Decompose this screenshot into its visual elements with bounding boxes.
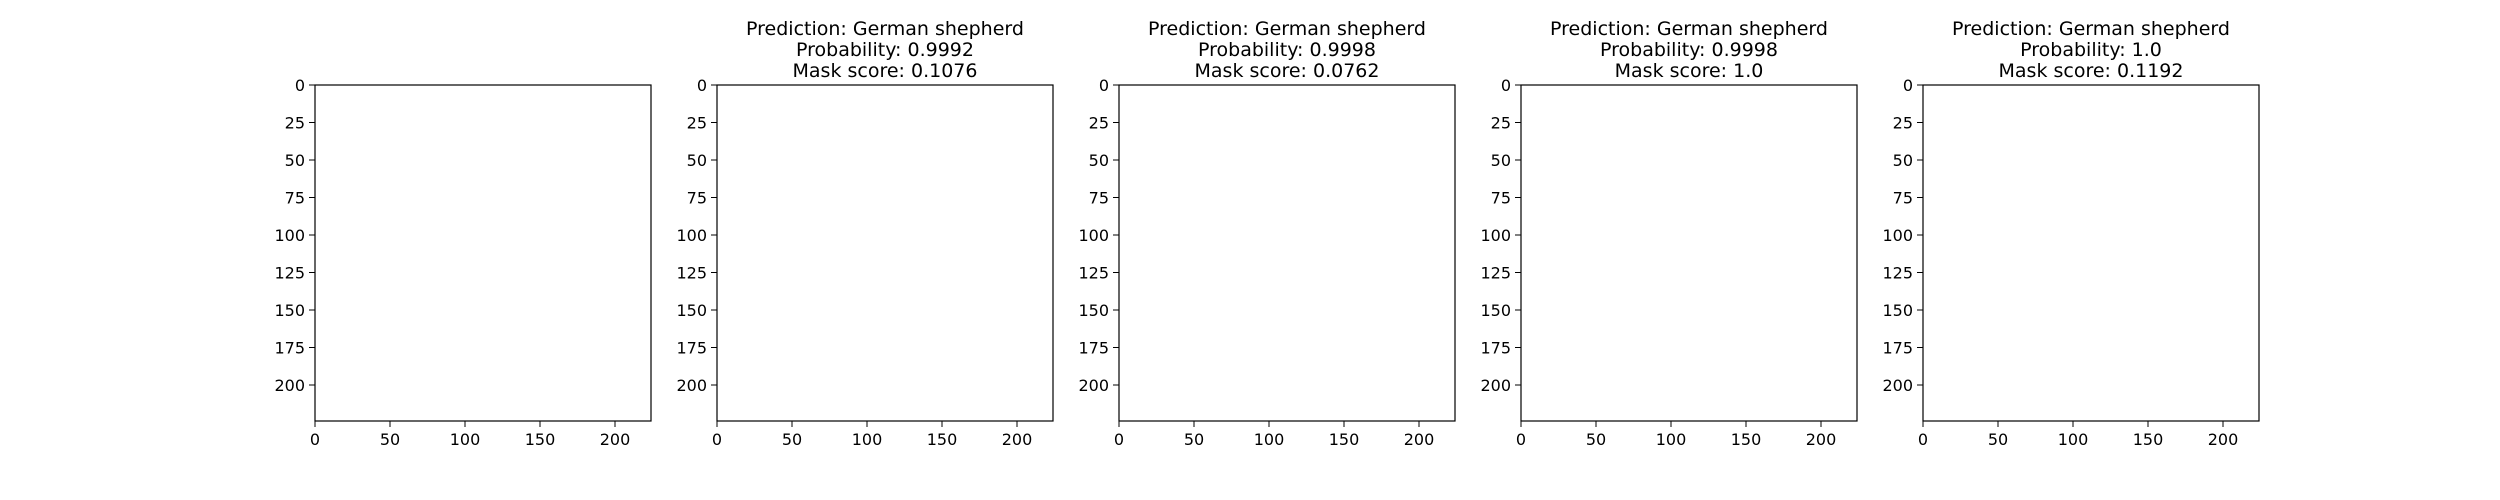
y-tick-label: 175 [1882, 339, 1913, 358]
axes-frame [314, 84, 652, 422]
y-tick-label: 150 [1078, 301, 1109, 320]
y-tick-label: 200 [1480, 376, 1511, 395]
x-tick-label: 100 [1254, 430, 1285, 449]
y-tick-label: 175 [274, 339, 305, 358]
x-tick-label: 150 [2133, 430, 2164, 449]
y-tick-label: 175 [1078, 339, 1109, 358]
x-tick-label: 100 [852, 430, 883, 449]
panel-mask-2: Prediction: German shepherdProbability: … [1078, 18, 1456, 449]
axes-frame [1922, 84, 2260, 422]
x-tick-label: 0 [712, 430, 722, 449]
title-line: Prediction: German shepherd [1952, 18, 2230, 40]
x-tick-label: 50 [1586, 430, 1606, 449]
y-tick-label: 125 [1882, 264, 1913, 283]
y-tick-label: 50 [687, 151, 707, 170]
x-tick-label: 200 [2208, 430, 2239, 449]
x-tick-label: 0 [310, 430, 320, 449]
x-tick-label: 150 [525, 430, 556, 449]
y-tick-label: 125 [676, 264, 707, 283]
y-tick-label: 100 [274, 226, 305, 245]
axes-frame [1118, 84, 1456, 422]
y-tick-label: 25 [1491, 114, 1511, 133]
y-tick-label: 125 [1078, 264, 1109, 283]
title-line: Probability: 0.9992 [796, 39, 974, 61]
y-tick-label: 75 [1089, 189, 1109, 208]
y-tick-label: 100 [1078, 226, 1109, 245]
x-tick-label: 150 [1329, 430, 1360, 449]
title-line: Prediction: German shepherd [1148, 18, 1426, 40]
panel-mask-3: Prediction: German shepherdProbability: … [1480, 18, 1858, 449]
x-tick-label: 200 [600, 430, 631, 449]
y-tick-label: 150 [1480, 301, 1511, 320]
y-tick-label: 50 [285, 151, 305, 170]
y-tick-label: 25 [687, 114, 707, 133]
panel-mask-4: Prediction: German shepherdProbability: … [1882, 18, 2260, 449]
y-tick-label: 50 [1893, 151, 1913, 170]
y-tick-label: 0 [1501, 76, 1511, 95]
y-tick-label: 0 [1099, 76, 1109, 95]
y-tick-label: 0 [1903, 76, 1913, 95]
y-tick-label: 25 [285, 114, 305, 133]
y-tick-label: 175 [1480, 339, 1511, 358]
axes-frame [1520, 84, 1858, 422]
axes-frame [716, 84, 1054, 422]
panel-mask-1: Prediction: German shepherdProbability: … [676, 18, 1054, 449]
x-tick-label: 200 [1002, 430, 1033, 449]
y-tick-label: 200 [1078, 376, 1109, 395]
y-tick-label: 75 [1491, 189, 1511, 208]
y-tick-label: 100 [1480, 226, 1511, 245]
title-line: Prediction: German shepherd [1550, 18, 1828, 40]
title-line: Mask score: 0.1076 [793, 60, 978, 82]
y-tick-label: 200 [676, 376, 707, 395]
y-tick-label: 50 [1089, 151, 1109, 170]
x-tick-label: 50 [1184, 430, 1204, 449]
title-line: Probability: 0.9998 [1600, 39, 1778, 61]
y-tick-label: 25 [1089, 114, 1109, 133]
y-tick-label: 75 [285, 189, 305, 208]
x-tick-label: 100 [450, 430, 481, 449]
title-line: Probability: 0.9998 [1198, 39, 1376, 61]
y-tick-label: 125 [1480, 264, 1511, 283]
x-tick-label: 150 [1731, 430, 1762, 449]
y-tick-label: 0 [295, 76, 305, 95]
title-line: Mask score: 1.0 [1615, 60, 1764, 82]
x-tick-label: 0 [1918, 430, 1928, 449]
y-tick-label: 200 [274, 376, 305, 395]
y-tick-label: 100 [1882, 226, 1913, 245]
y-tick-label: 150 [676, 301, 707, 320]
panels: 0 50 100 150 2000255075100125150175200Predic… [274, 18, 2260, 449]
y-tick-label: 100 [676, 226, 707, 245]
x-tick-label: 50 [380, 430, 400, 449]
x-tick-label: 50 [1988, 430, 2008, 449]
x-tick-label: 50 [782, 430, 802, 449]
y-tick-label: 75 [687, 189, 707, 208]
panel-input-photo: 0 50 100 150 200 0 25 50 75 100 125 150 175 200 [274, 76, 652, 449]
title-line: Mask score: 0.0762 [1195, 60, 1380, 82]
title-line: Probability: 1.0 [2020, 39, 2162, 61]
title-line: Mask score: 0.1192 [1999, 60, 2184, 82]
x-tick-label: 150 [927, 430, 958, 449]
x-tick-label: 200 [1806, 430, 1837, 449]
title-line: Prediction: German shepherd [746, 18, 1024, 40]
y-tick-label: 175 [676, 339, 707, 358]
y-tick-label: 200 [1882, 376, 1913, 395]
x-tick-label: 0 [1516, 430, 1526, 449]
x-tick-label: 100 [1656, 430, 1687, 449]
x-tick-label: 0 [1114, 430, 1124, 449]
y-tick-label: 25 [1893, 114, 1913, 133]
y-tick-label: 0 [697, 76, 707, 95]
y-tick-label: 50 [1491, 151, 1511, 170]
y-tick-label: 125 [274, 264, 305, 283]
y-tick-label: 150 [1882, 301, 1913, 320]
x-tick-label: 100 [2058, 430, 2089, 449]
y-tick-label: 150 [274, 301, 305, 320]
y-tick-label: 75 [1893, 189, 1913, 208]
x-tick-label: 200 [1404, 430, 1435, 449]
